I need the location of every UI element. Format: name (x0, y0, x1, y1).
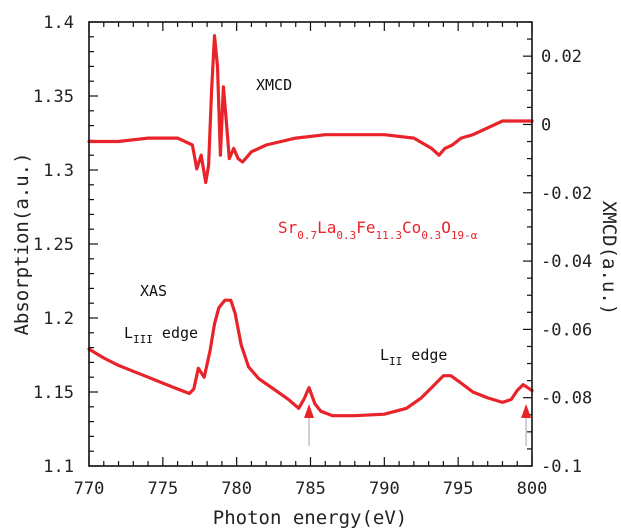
plot-frame (88, 21, 533, 467)
l3-edge-word: edge (153, 324, 198, 342)
axis-ticks: 770 775 780 785 790 795 800 1.1 1.15 1.2 1.25 1.3 1.… (33, 13, 592, 499)
x-tick-label: 785 (295, 479, 326, 499)
x-axis-label: Photon energy(eV) (213, 507, 407, 529)
y-right-tick-label: -0.1 (541, 457, 582, 477)
l3-edge-annotation: LIII edge (124, 324, 198, 346)
x-tick-label: 790 (369, 479, 400, 499)
xas-annotation: XAS (140, 282, 167, 300)
y-right-tick-label: 0 (541, 115, 551, 135)
y-right-tick-label: 0.02 (541, 47, 582, 67)
formula-subscript: 0.3 (421, 229, 441, 242)
edge-arrow-head (521, 404, 532, 418)
edge-arrows (304, 404, 532, 446)
series-line-xas (87, 298, 534, 418)
y-right-tick-label: -0.02 (541, 184, 592, 204)
l2-edge-subscript: II (389, 355, 402, 368)
formula-element: O (441, 218, 451, 237)
y-right-tick-label: -0.06 (541, 320, 592, 340)
y-left-tick-label: 1.25 (33, 235, 74, 255)
formula-subscript: 0.3 (336, 229, 356, 242)
y-left-tick-label: 1.3 (43, 161, 74, 181)
formula-element: Sr (278, 218, 298, 237)
x-tick-label: 780 (221, 479, 252, 499)
y-left-tick-label: 1.15 (33, 383, 74, 403)
formula-subscript: 11.3 (376, 229, 403, 242)
compound-formula: Sr0.7La0.3Fe11.3Co0.3O19-α (278, 218, 478, 242)
xmcd-annotation: XMCD (256, 76, 292, 94)
formula-element: La (317, 218, 336, 237)
l2-edge-annotation: LII edge (380, 346, 447, 368)
x-tick-label: 770 (74, 479, 105, 499)
y-left-tick-label: 1.1 (43, 457, 74, 477)
formula-element: Co (402, 218, 421, 237)
edge-arrow (304, 404, 315, 446)
y-left-tick-label: 1.2 (43, 309, 74, 329)
edge-arrow (521, 404, 532, 446)
series-line-xmcd (87, 34, 534, 185)
y-left-tick-label: 1.35 (33, 87, 74, 107)
y-left-tick-label: 1.4 (43, 13, 74, 33)
formula-subscript: 19-α (451, 229, 478, 242)
y-right-tick-label: -0.08 (541, 389, 592, 409)
edge-arrow-head (304, 404, 315, 418)
y-axis-right-label: XMCD(a.u.) (598, 201, 620, 315)
x-tick-label: 795 (443, 479, 474, 499)
y-right-tick-label: -0.04 (541, 252, 592, 272)
l2-edge-word: edge (402, 346, 447, 364)
l3-edge-subscript: III (133, 333, 153, 346)
formula-element: Fe (356, 218, 375, 237)
l3-edge-letter: L (124, 324, 133, 342)
x-tick-label: 775 (147, 479, 178, 499)
y-axis-left-label: Absorption(a.u.) (11, 152, 33, 335)
formula-subscript: 0.7 (297, 229, 317, 242)
x-tick-label: 800 (517, 479, 548, 499)
series-lines (87, 34, 534, 418)
l2-edge-letter: L (380, 346, 389, 364)
